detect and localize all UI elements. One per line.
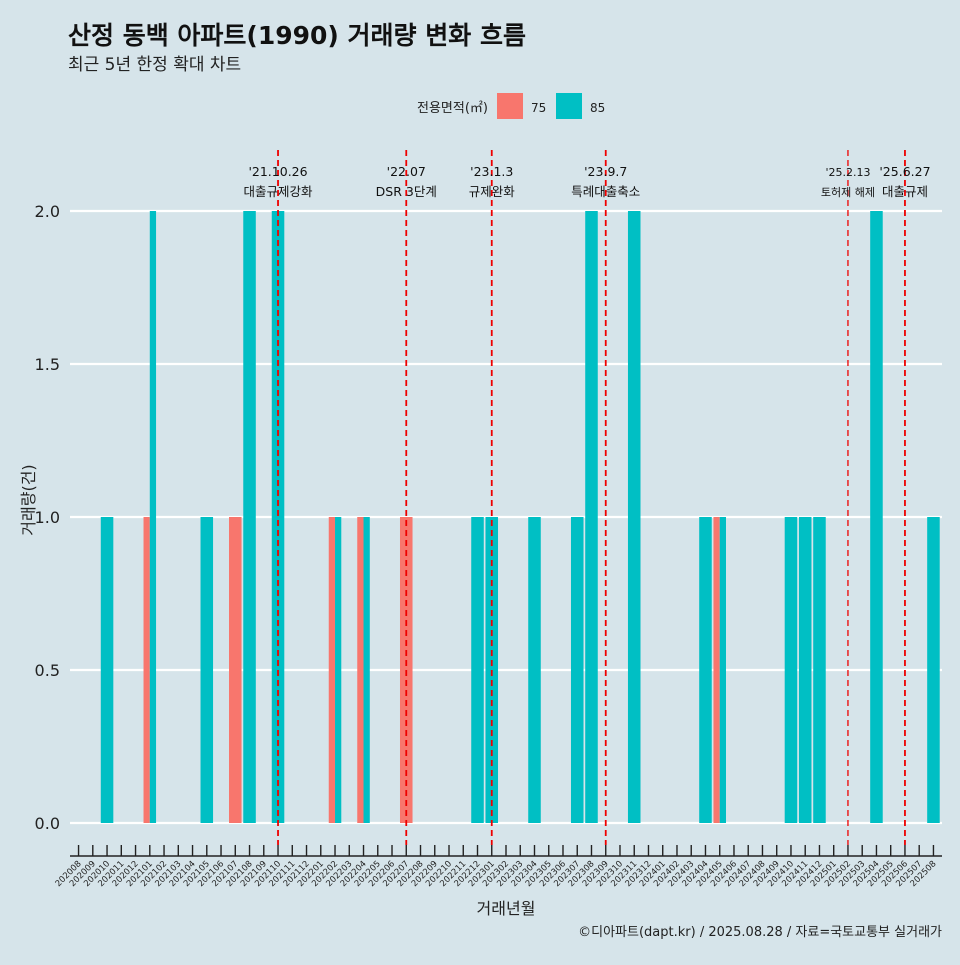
y-tick-label: 1.0 — [35, 508, 60, 527]
event-label-4: 토허제 해제 — [821, 185, 875, 199]
chart-caption: ©디아파트(dapt.kr) / 2025.08.28 / 자료=국토교통부 실… — [578, 925, 942, 940]
bar-75-202101 — [143, 517, 150, 823]
event-label-1: DSR 3단계 — [376, 184, 437, 199]
bar-85-202508 — [927, 517, 940, 823]
bar-85-202410 — [784, 517, 798, 823]
bar-85-202110 — [271, 211, 285, 823]
bar-85-202202 — [335, 517, 342, 823]
y-tick-label: 1.5 — [35, 355, 60, 374]
bar-75-202405 — [713, 517, 720, 823]
y-tick-label: 0.5 — [35, 661, 60, 680]
bar-85-202304 — [528, 517, 541, 823]
bar-85-202101 — [149, 211, 157, 823]
bar-85-202504 — [870, 211, 883, 823]
event-date-3: '23.9.7 — [584, 164, 627, 179]
bar-85-202108 — [243, 211, 256, 823]
bar-85-202311 — [627, 211, 641, 823]
bar-75-202204 — [357, 517, 364, 823]
legend: 전용면적(㎡) 75 85 — [417, 93, 605, 119]
event-date-1: '22.07 — [387, 164, 426, 179]
event-date-4: '25.2.13 — [825, 166, 870, 179]
legend-label-75: 75 — [531, 101, 546, 115]
legend-swatch-85 — [556, 93, 582, 119]
legend-title: 전용면적(㎡) — [417, 101, 488, 116]
event-date-0: '21.10.26 — [248, 164, 307, 179]
bar-75-202202 — [328, 517, 336, 823]
bar-85-202307 — [570, 517, 584, 823]
bar-85-202212 — [471, 517, 484, 823]
y-axis-label: 거래량(건) — [19, 464, 38, 535]
event-date-5: '25.6.27 — [879, 164, 930, 179]
legend-label-85: 85 — [590, 101, 605, 115]
legend-swatch-75 — [497, 93, 523, 119]
bar-85-202405 — [719, 517, 726, 823]
chart-subtitle: 최근 5년 한정 확대 차트 — [68, 55, 241, 75]
event-label-0: 대출규제강화 — [244, 184, 314, 199]
y-tick-label: 0.0 — [35, 814, 60, 833]
event-date-2: '23.1.3 — [470, 164, 513, 179]
bar-85-202412 — [813, 517, 826, 823]
event-label-5: 대출규제 — [882, 184, 928, 199]
event-label-3: 특례대출축소 — [571, 184, 640, 199]
bar-75-202107 — [229, 517, 242, 823]
bar-85-202404 — [699, 517, 712, 823]
x-axis-label: 거래년월 — [477, 899, 536, 918]
bar-85-202010 — [100, 517, 114, 823]
y-tick-label: 2.0 — [35, 202, 60, 221]
bar-85-202204 — [363, 517, 370, 823]
bar-85-202411 — [798, 517, 812, 823]
bar-85-202105 — [200, 517, 214, 823]
events-layer: '21.10.26 대출규제강화 '22.07 DSR 3단계 '23.1.3 규제완화 '… — [244, 150, 931, 845]
event-label-2: 규제완화 — [469, 184, 516, 199]
bar-85-202308 — [585, 211, 598, 823]
chart-title: 산정 동백 아파트(1990) 거래량 변화 흐름 — [68, 21, 526, 50]
